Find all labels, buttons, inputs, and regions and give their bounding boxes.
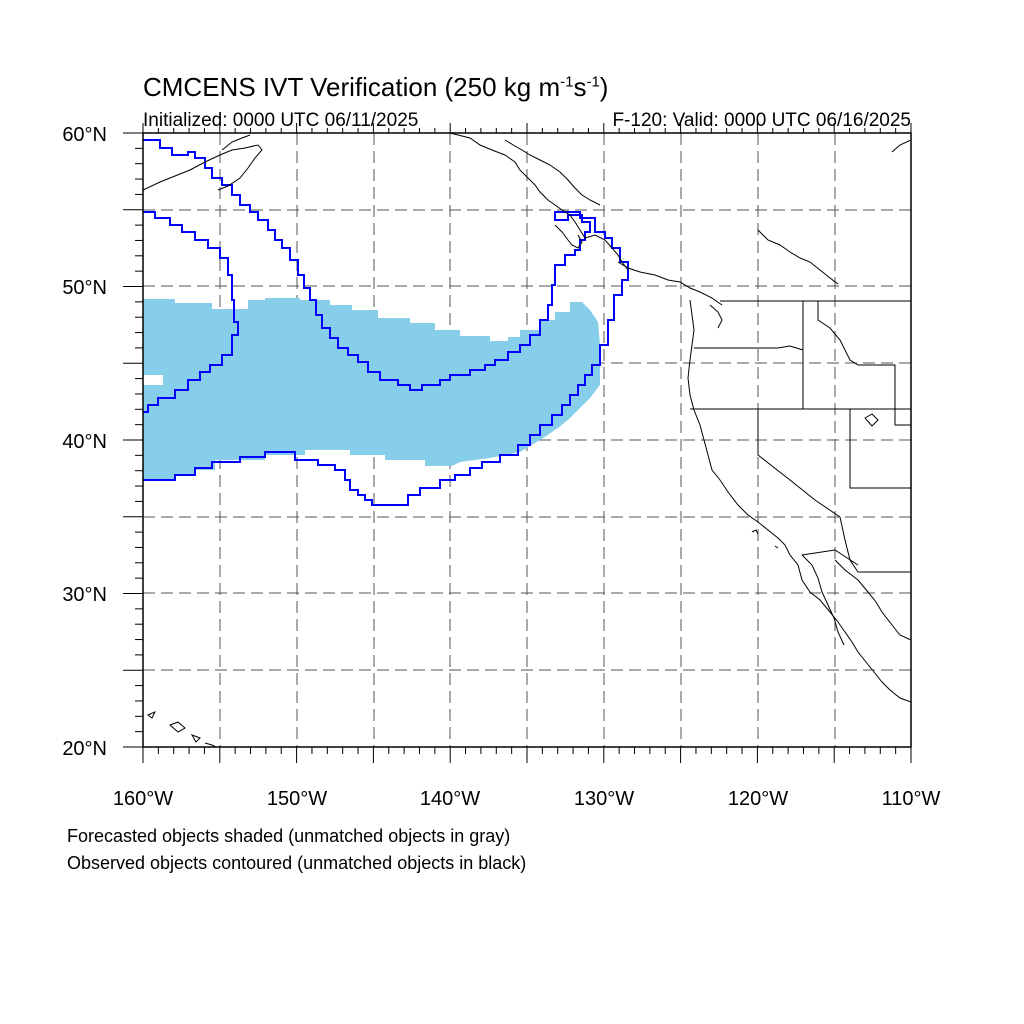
lat-label-50: 50°N [62, 277, 107, 299]
lat-label-40: 40°N [62, 431, 107, 453]
lat-label-30: 30°N [62, 584, 107, 606]
observed-object-contour [143, 139, 629, 506]
longitude-labels: 160°W 150°W 140°W 130°W 120°W 110°W [113, 788, 941, 810]
forecast-gap [143, 375, 163, 385]
map-title: CMCENS IVT Verification (250 kg m-1s-1) [143, 72, 609, 102]
coastline [143, 133, 911, 747]
lon-label-150w: 150°W [267, 788, 327, 810]
lon-label-140w: 140°W [420, 788, 480, 810]
lon-label-160w: 160°W [113, 788, 173, 810]
lat-label-20: 20°N [62, 738, 107, 760]
valid-time: F-120: Valid: 0000 UTC 06/16/2025 [612, 110, 911, 131]
observed-inner-contour [143, 211, 239, 413]
latitude-labels: 60°N 50°N 40°N 30°N 20°N [62, 124, 107, 760]
initialized-time: Initialized: 0000 UTC 06/11/2025 [143, 110, 419, 131]
legend-note-forecast: Forecasted objects shaded (unmatched obj… [67, 826, 511, 846]
lon-label-110w: 110°W [882, 788, 941, 810]
lon-label-130w: 130°W [574, 788, 634, 810]
legend-note-observed: Observed objects contoured (unmatched ob… [67, 853, 527, 873]
forecast-object [143, 298, 600, 480]
lat-label-60: 60°N [62, 124, 107, 146]
axis-ticks [123, 123, 912, 763]
lon-label-120w: 120°W [728, 788, 788, 810]
